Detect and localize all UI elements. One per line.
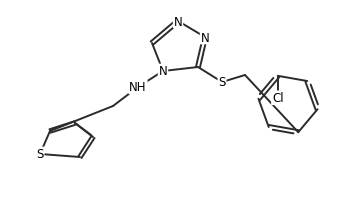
Text: N: N	[201, 31, 210, 44]
Text: N: N	[174, 15, 183, 28]
Text: Cl: Cl	[272, 92, 284, 105]
Text: N: N	[159, 65, 167, 78]
Text: S: S	[36, 148, 44, 161]
Text: NH: NH	[129, 81, 147, 94]
Text: S: S	[218, 76, 226, 89]
